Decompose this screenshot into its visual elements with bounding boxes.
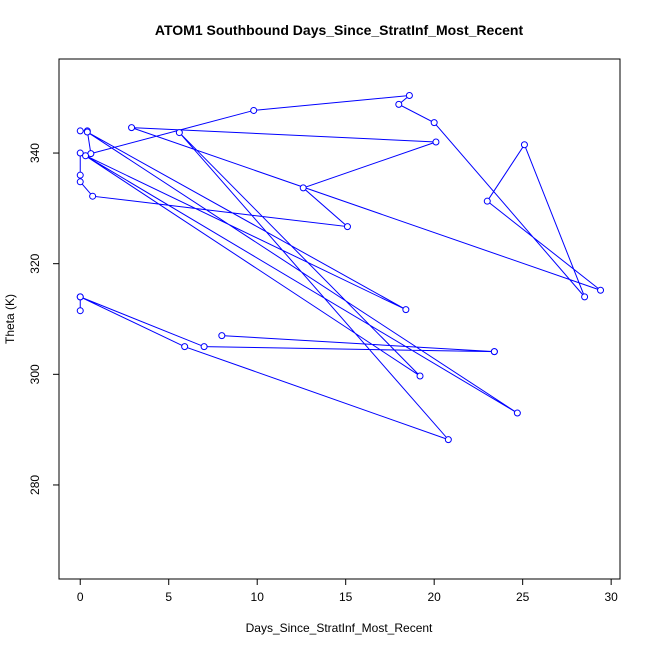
data-point (581, 293, 589, 301)
x-tick-label: 25 (516, 590, 530, 604)
y-tick-label: 340 (28, 143, 42, 163)
data-point (76, 127, 84, 135)
y-axis-label: Theta (K) (3, 294, 17, 344)
x-axis-label: Days_Since_StratInf_Most_Recent (246, 621, 433, 635)
y-tick-label: 320 (28, 253, 42, 273)
data-point (395, 100, 403, 108)
data-point (82, 152, 90, 160)
data-point (597, 286, 605, 294)
data-point (76, 293, 84, 301)
data-point (175, 129, 183, 137)
data-point (520, 141, 528, 149)
data-point (76, 307, 84, 315)
x-tick-label: 0 (77, 590, 84, 604)
data-point (490, 348, 498, 356)
data-point (430, 119, 438, 127)
data-point (416, 372, 424, 380)
x-tick-label: 20 (428, 590, 442, 604)
data-point (128, 124, 136, 132)
data-point (83, 128, 91, 136)
chart-title: ATOM1 Southbound Days_Since_StratInf_Mos… (155, 22, 524, 38)
y-tick-label: 300 (28, 364, 42, 384)
data-point (513, 409, 521, 417)
data-point (76, 171, 84, 179)
x-tick-label: 30 (604, 590, 618, 604)
data-point (181, 343, 189, 351)
data-point (218, 332, 226, 340)
data-point (76, 149, 84, 157)
series-layer (76, 92, 605, 444)
data-point (299, 184, 307, 192)
data-point (89, 192, 97, 200)
data-point (76, 178, 84, 186)
x-tick-label: 15 (339, 590, 353, 604)
y-axis: 280 300 320 340 (28, 143, 60, 495)
data-point (405, 92, 413, 100)
data-point (250, 106, 258, 114)
x-axis: 0 5 10 15 20 25 30 (77, 578, 618, 604)
data-point (444, 436, 452, 444)
data-point (343, 223, 351, 231)
data-point (200, 343, 208, 351)
data-point (402, 306, 410, 314)
x-tick-label: 5 (165, 590, 172, 604)
y-tick-label: 280 (28, 475, 42, 495)
data-point (483, 197, 491, 205)
x-tick-label: 10 (251, 590, 265, 604)
data-point (432, 138, 440, 146)
